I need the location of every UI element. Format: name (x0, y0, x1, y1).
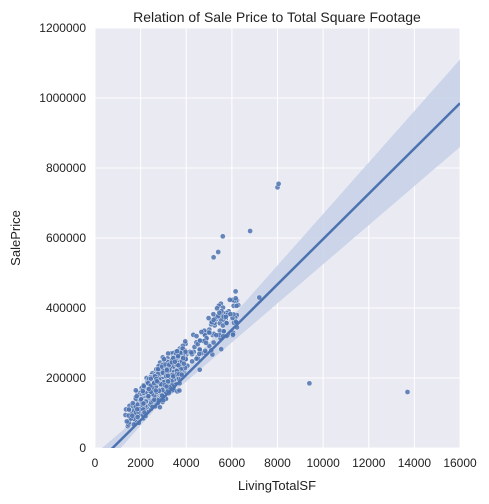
data-point (213, 332, 220, 339)
data-point (205, 315, 212, 321)
data-point (182, 348, 189, 355)
data-point (256, 294, 263, 301)
data-point (247, 228, 253, 234)
data-point (145, 386, 152, 392)
data-point (151, 397, 158, 403)
data-point (222, 313, 229, 320)
data-point (181, 360, 187, 367)
data-point (306, 380, 313, 387)
x-axis-label: LivingTotalSF (238, 478, 316, 493)
y-tick-label: 1000000 (39, 91, 86, 105)
data-point (193, 355, 200, 362)
x-tick-label: 4000 (173, 456, 200, 470)
data-point (139, 388, 146, 394)
data-point (196, 351, 203, 357)
data-point (218, 346, 224, 352)
data-point (182, 338, 188, 345)
data-point (165, 372, 171, 379)
data-point (140, 383, 147, 390)
y-tick-label: 600000 (46, 231, 86, 245)
data-point (163, 383, 170, 390)
x-tick-label: 8000 (264, 456, 291, 470)
data-point (223, 320, 230, 326)
data-point (165, 378, 171, 385)
x-tick-labels: 0 2000 4000 6000 8000 10000 12000 14000 16000 (92, 456, 477, 470)
data-point (153, 378, 160, 384)
data-point (230, 331, 236, 338)
data-point (197, 337, 203, 344)
data-point (210, 311, 217, 318)
data-point (180, 355, 186, 362)
data-point (214, 305, 220, 312)
data-point (233, 302, 240, 309)
data-point (215, 249, 221, 255)
x-tick-label: 14000 (398, 456, 432, 470)
data-point (216, 309, 223, 316)
data-points (122, 180, 411, 430)
x-tick-label: 10000 (306, 456, 340, 470)
data-point (124, 418, 130, 425)
data-point (232, 295, 239, 302)
x-tick-label: 0 (92, 456, 99, 470)
data-point (134, 414, 141, 420)
data-point (175, 362, 182, 369)
x-tick-label: 16000 (443, 456, 477, 470)
y-tick-label: 200000 (46, 371, 86, 385)
data-point (203, 340, 209, 346)
data-point (170, 373, 177, 380)
y-tick-label: 0 (79, 441, 86, 455)
y-tick-label: 1200000 (39, 21, 86, 35)
y-axis-label: SalePrice (8, 210, 23, 266)
y-tick-label: 800000 (46, 161, 86, 175)
data-point (188, 349, 195, 356)
regression-line-path (110, 102, 460, 448)
data-point (175, 353, 181, 359)
data-point (193, 333, 200, 339)
regression-line (110, 102, 460, 448)
data-point (126, 406, 132, 413)
data-point (163, 367, 170, 373)
data-point (171, 358, 178, 365)
data-point (189, 358, 195, 365)
data-point (210, 254, 217, 261)
data-point (176, 387, 183, 394)
data-point (196, 366, 203, 373)
data-point (133, 393, 140, 400)
data-point (174, 348, 180, 355)
data-point (198, 329, 205, 335)
x-tick-label: 6000 (219, 456, 246, 470)
data-point (202, 347, 208, 354)
data-point (232, 288, 239, 295)
data-point (140, 400, 147, 407)
data-point (145, 393, 152, 400)
data-point (220, 328, 227, 335)
data-point (206, 329, 212, 336)
data-point (129, 412, 136, 419)
chart-title: Relation of Sale Price to Total Square F… (133, 9, 421, 25)
y-tick-labels: 0 200000 400000 600000 800000 1000000 1200000 (39, 21, 86, 455)
data-point (219, 233, 226, 240)
data-point (210, 339, 217, 346)
data-point (132, 387, 139, 394)
data-point (275, 180, 282, 187)
data-point (134, 406, 140, 413)
data-point (210, 317, 217, 323)
data-point (227, 311, 234, 317)
x-tick-label: 2000 (127, 456, 154, 470)
data-point (178, 371, 185, 378)
data-point (404, 389, 411, 395)
x-tick-label: 12000 (352, 456, 386, 470)
data-point (161, 356, 167, 363)
data-point (226, 296, 233, 303)
y-tick-label: 400000 (46, 301, 86, 315)
